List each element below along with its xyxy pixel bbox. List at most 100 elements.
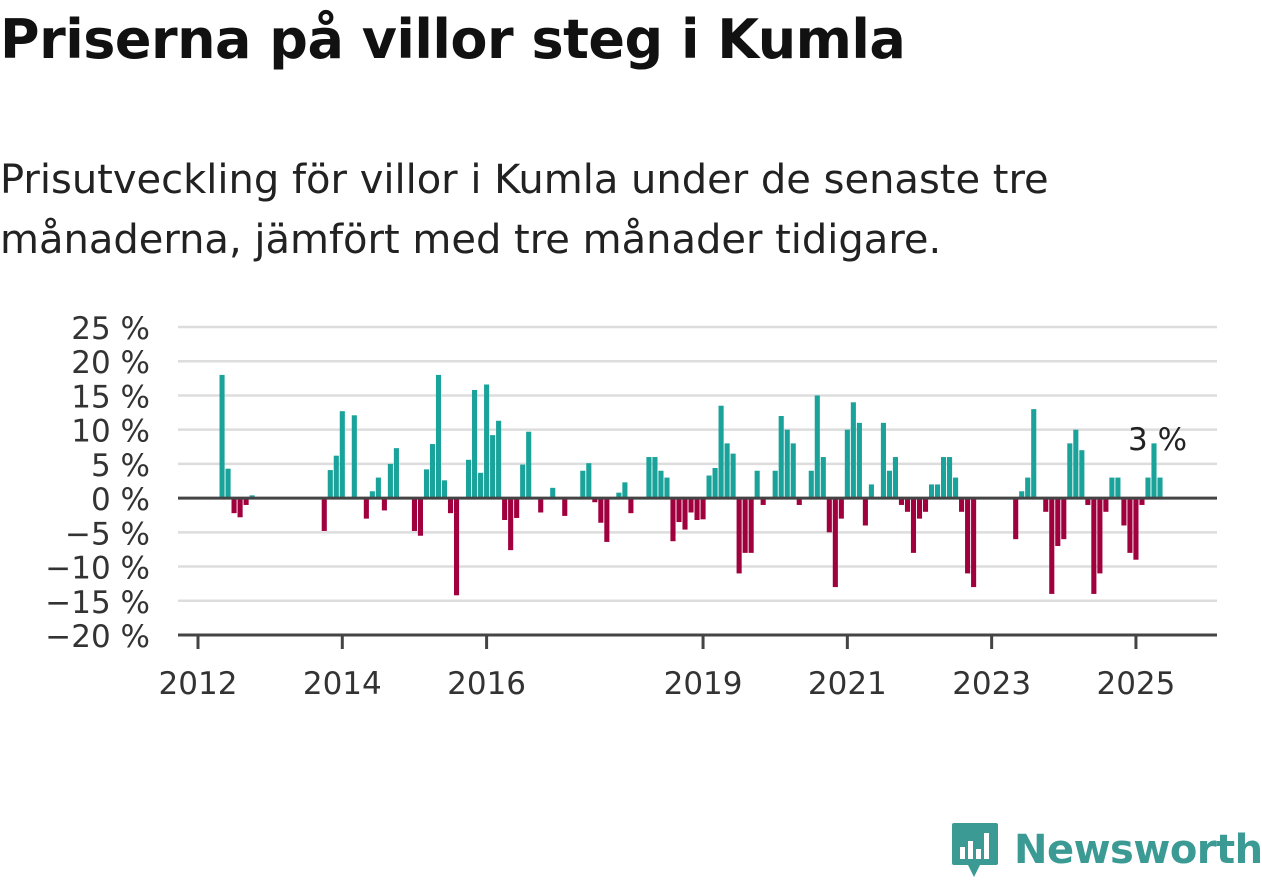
bar — [580, 470, 586, 499]
bar — [971, 498, 977, 588]
bar — [237, 498, 243, 518]
bar — [886, 470, 892, 499]
bar — [429, 444, 436, 499]
bar — [1115, 477, 1121, 499]
bar — [363, 498, 369, 519]
bar — [892, 457, 898, 499]
bar — [844, 429, 850, 499]
bar — [508, 498, 514, 551]
y-tick-label: 5 % — [91, 448, 150, 484]
bar — [772, 470, 778, 499]
bar — [490, 435, 496, 499]
bar — [664, 477, 670, 499]
bar — [628, 498, 634, 514]
bar — [862, 498, 868, 526]
bar — [670, 498, 676, 542]
bar — [856, 422, 862, 499]
bar — [1109, 477, 1115, 499]
bar — [682, 498, 688, 530]
bar — [375, 477, 381, 499]
bar — [598, 498, 604, 523]
x-tick-label: 2019 — [664, 666, 743, 702]
bar — [646, 457, 652, 499]
newsworthy-logo-icon — [952, 823, 998, 877]
bar — [327, 470, 333, 499]
bar — [1151, 443, 1157, 499]
bar — [736, 498, 742, 574]
bar — [622, 482, 628, 499]
bar — [478, 472, 484, 499]
bar — [730, 453, 736, 499]
bar — [441, 480, 448, 499]
bar — [796, 498, 802, 505]
bar — [832, 498, 838, 588]
bar — [965, 498, 971, 574]
bar — [321, 498, 327, 531]
bar — [754, 470, 760, 499]
bar — [447, 498, 454, 514]
bar — [742, 498, 748, 553]
bar — [333, 455, 339, 499]
bar — [850, 402, 856, 499]
bar — [826, 498, 832, 533]
bar — [417, 498, 424, 536]
bar — [1145, 477, 1151, 499]
x-tick-label: 2016 — [447, 666, 526, 702]
bar — [784, 429, 790, 499]
bar — [538, 498, 544, 513]
bar — [586, 463, 592, 499]
bar — [712, 468, 718, 499]
y-tick-label: 20 % — [71, 345, 150, 381]
bar — [243, 498, 249, 505]
bar — [706, 475, 712, 499]
bar — [1139, 498, 1145, 505]
newsworthy-logo: Newsworthy — [950, 820, 1262, 880]
page-title: Priserna på villor steg i Kumla — [0, 8, 906, 71]
bar — [387, 463, 393, 499]
bar — [231, 498, 237, 514]
bar — [922, 498, 929, 512]
bar — [381, 498, 387, 511]
bar — [562, 498, 568, 516]
bar — [1043, 498, 1049, 512]
bar — [652, 457, 658, 499]
bar — [1079, 450, 1085, 499]
bar — [959, 498, 965, 512]
bar — [1073, 429, 1079, 499]
bars — [219, 374, 1163, 596]
bar — [411, 498, 417, 531]
bar — [1049, 498, 1055, 594]
bar — [724, 443, 730, 499]
bar — [1121, 498, 1127, 526]
bar — [694, 498, 700, 521]
bar — [1127, 498, 1133, 553]
bar — [1097, 498, 1103, 574]
y-tick-label: 25 % — [71, 311, 150, 347]
bar — [393, 448, 399, 499]
x-tick-label: 2021 — [808, 666, 887, 702]
bar — [658, 470, 664, 499]
bar — [225, 468, 231, 499]
bar — [604, 498, 610, 542]
bar — [520, 464, 526, 499]
bar — [526, 431, 532, 499]
bar — [592, 498, 598, 503]
bar — [423, 469, 430, 499]
bar — [351, 415, 357, 499]
bar — [838, 498, 844, 519]
bar — [1019, 491, 1025, 499]
bar — [748, 498, 754, 553]
bar — [904, 498, 911, 512]
bar — [435, 374, 442, 499]
bar — [820, 457, 826, 499]
bar — [496, 420, 502, 499]
x-tick-label: 2012 — [159, 666, 238, 702]
bar — [1103, 498, 1109, 512]
x-tick-label: 2025 — [1096, 666, 1175, 702]
bar — [339, 411, 345, 499]
bar — [616, 492, 622, 499]
bar — [369, 491, 375, 499]
bar — [700, 498, 706, 520]
bar — [1085, 498, 1091, 505]
